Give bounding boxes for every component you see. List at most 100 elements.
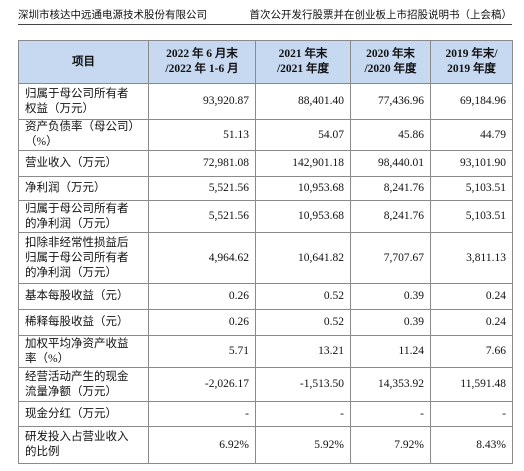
page-header: 深圳市核达中远通电源技术股份有限公司 首次公开发行股票并在创业板上市招股说明书（… bbox=[18, 8, 512, 25]
cell-line: /2021 年度 bbox=[276, 63, 330, 75]
cell-value: 5.71 bbox=[148, 335, 256, 368]
cell-value: 98,440.01 bbox=[350, 150, 431, 177]
cell-line: 研发投入占营业收入 bbox=[25, 431, 129, 443]
cell-value: 0.52 bbox=[255, 309, 351, 336]
cell-line: 归属于母公司所有者 bbox=[25, 87, 129, 100]
cell-line: 净利润（万元） bbox=[25, 182, 106, 194]
cell-value: 6.92% bbox=[148, 426, 256, 464]
cell-value: 7.66 bbox=[430, 335, 513, 368]
cell-value: 14,353.92 bbox=[350, 367, 431, 402]
column-header: 2019 年末/2019 年度 bbox=[430, 40, 513, 84]
table-row: 研发投入占营业收入 的比例 6.92% 5.92% 7.92% 8.43% bbox=[18, 426, 513, 464]
column-header: 2022 年 6 月末/2022 年 1-6 月 bbox=[148, 40, 256, 84]
cell-value: 72,981.08 bbox=[148, 150, 256, 177]
cell-value: 3,811.13 bbox=[430, 232, 513, 284]
cell-line: 率（%） bbox=[25, 352, 70, 365]
cell-line: （%） bbox=[25, 136, 58, 148]
cell-line: /2020 年度 bbox=[364, 63, 417, 75]
cell-value: 0.26 bbox=[148, 309, 256, 336]
table-row: 归属于母公司所有者 权益（万元） 93,920.87 88,401.40 77,436.… bbox=[18, 83, 513, 120]
cell-line: 归属于母公司所有者 bbox=[25, 202, 129, 215]
cell-line: 2019 年度 bbox=[447, 63, 496, 75]
header-row: 项目 2022 年 6 月末/2022 年 1-6 月 2021 年末/2021 年… bbox=[18, 40, 513, 84]
row-label: 基本每股收益（元） bbox=[18, 283, 149, 310]
row-label: 扣除非经常性损益后 归属于母公司所有者 的净利润（万元） bbox=[18, 232, 149, 284]
cell-value: 0.24 bbox=[430, 283, 513, 310]
row-label: 资产负债率（母公司） （%） bbox=[18, 119, 149, 151]
table-row: 稀释每股收益（元） 0.26 0.52 0.39 0.24 bbox=[18, 309, 513, 336]
column-header: 2021 年末/2021 年度 bbox=[255, 40, 351, 84]
table-row: 扣除非经常性损益后 归属于母公司所有者 的净利润（万元） 4,964.62 10,641… bbox=[18, 232, 513, 284]
cell-value: 5.92% bbox=[255, 426, 351, 464]
cell-line: 基本每股收益（元） bbox=[25, 290, 129, 302]
cell-value: 13.21 bbox=[255, 335, 351, 368]
cell-line: 稀释每股收益（元） bbox=[25, 316, 129, 328]
cell-value: 0.39 bbox=[350, 309, 431, 336]
cell-value: 8,241.76 bbox=[350, 200, 431, 233]
cell-value: 8.43% bbox=[430, 426, 513, 464]
cell-value: 8,241.76 bbox=[350, 176, 431, 201]
cell-line: 2020 年末 bbox=[366, 48, 415, 60]
cell-value: - bbox=[255, 401, 351, 427]
cell-value: 10,953.68 bbox=[255, 176, 351, 201]
cell-value: 142,901.18 bbox=[255, 150, 351, 177]
cell-value: 11,591.48 bbox=[430, 367, 513, 402]
cell-value: 5,521.56 bbox=[148, 176, 256, 201]
table-row: 资产负债率（母公司） （%） 51.13 54.07 45.86 44.79 bbox=[18, 119, 513, 151]
cell-value: 0.26 bbox=[148, 283, 256, 310]
cell-value: 5,521.56 bbox=[148, 200, 256, 233]
cell-value: 5,103.51 bbox=[430, 176, 513, 201]
table-row: 归属于母公司所有者 的净利润（万元） 5,521.56 10,953.68 8,241.… bbox=[18, 200, 513, 233]
cell-value: 54.07 bbox=[255, 119, 351, 151]
cell-value: - bbox=[430, 401, 513, 427]
cell-value: 10,953.68 bbox=[255, 200, 351, 233]
cell-value: 77,436.96 bbox=[350, 83, 431, 120]
table-row: 现金分红（万元） - - - - bbox=[18, 401, 513, 427]
cell-value: 7.92% bbox=[350, 426, 431, 464]
row-label: 归属于母公司所有者 权益（万元） bbox=[18, 83, 149, 120]
cell-value: 5,103.51 bbox=[430, 200, 513, 233]
cell-line: 扣除非经常性损益后 bbox=[25, 236, 129, 249]
cell-line: 权益（万元） bbox=[25, 102, 94, 115]
cell-value: 93,101.90 bbox=[430, 150, 513, 177]
table-row: 基本每股收益（元） 0.26 0.52 0.39 0.24 bbox=[18, 283, 513, 310]
table-row: 加权平均净资产收益 率（%） 5.71 13.21 11.24 7.66 bbox=[18, 335, 513, 368]
row-label: 归属于母公司所有者 的净利润（万元） bbox=[18, 200, 149, 233]
company-name: 深圳市核达中远通电源技术股份有限公司 bbox=[18, 9, 207, 21]
cell-value: 4,964.62 bbox=[148, 232, 256, 284]
cell-line: 现金分红（万元） bbox=[25, 407, 117, 420]
cell-value: -2,026.17 bbox=[148, 367, 256, 402]
cell-line: 2022 年 6 月末 bbox=[166, 48, 238, 60]
cell-value: 7,707.67 bbox=[350, 232, 431, 284]
row-label: 加权平均净资产收益 率（%） bbox=[18, 335, 149, 368]
row-label: 经营活动产生的现金 流量净额（万元） bbox=[18, 367, 149, 402]
cell-line: 的净利润（万元） bbox=[25, 217, 117, 230]
cell-value: - bbox=[148, 401, 256, 427]
column-header: 2020 年末/2020 年度 bbox=[350, 40, 431, 84]
row-label: 净利润（万元） bbox=[18, 176, 149, 201]
row-label: 现金分红（万元） bbox=[18, 401, 149, 427]
cell-line: 经营活动产生的现金 bbox=[25, 370, 129, 383]
cell-line: 项目 bbox=[72, 55, 95, 68]
cell-value: 11.24 bbox=[350, 335, 431, 368]
cell-value: 10,641.82 bbox=[255, 232, 351, 284]
cell-value: 93,920.87 bbox=[148, 83, 256, 120]
cell-line: 的比例 bbox=[25, 446, 60, 458]
cell-value: 88,401.40 bbox=[255, 83, 351, 120]
cell-line: 的净利润（万元） bbox=[25, 266, 117, 279]
column-header: 项目 bbox=[18, 40, 149, 84]
row-label: 营业收入（万元） bbox=[18, 150, 149, 177]
cell-line: 营业收入（万元） bbox=[25, 157, 117, 169]
row-label: 研发投入占营业收入 的比例 bbox=[18, 426, 149, 464]
cell-line: 2019 年末/ bbox=[445, 48, 498, 60]
cell-value: 45.86 bbox=[350, 119, 431, 151]
cell-line: 归属于母公司所有者 bbox=[25, 251, 129, 264]
financial-table: 项目 2022 年 6 月末/2022 年 1-6 月 2021 年末/2021 年… bbox=[18, 40, 513, 464]
row-label: 稀释每股收益（元） bbox=[18, 309, 149, 336]
table-row: 净利润（万元） 5,521.56 10,953.68 8,241.76 5,103.51 bbox=[18, 176, 513, 201]
table-row: 营业收入（万元） 72,981.08 142,901.18 98,440.01 93,1… bbox=[18, 150, 513, 177]
cell-value: 51.13 bbox=[148, 119, 256, 151]
cell-value: 0.24 bbox=[430, 309, 513, 336]
cell-line: 加权平均净资产收益 bbox=[25, 337, 129, 350]
